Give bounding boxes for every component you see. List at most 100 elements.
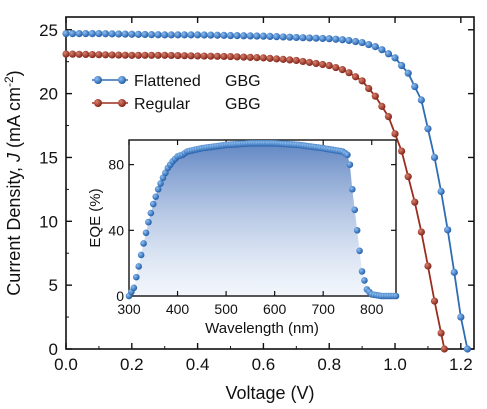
data-point-flattened [213, 31, 221, 39]
legend-item-flattened: Flattened GBG [92, 73, 261, 90]
x-tick-label: 0.0 [54, 355, 78, 374]
data-point-regular [440, 345, 448, 353]
y-tick-label: 10 [39, 212, 58, 231]
data-point-flattened [147, 31, 156, 39]
data-point-flattened [398, 61, 406, 70]
eqe-data-point [147, 209, 155, 217]
inset-x-tick-label: 800 [360, 301, 384, 317]
data-point-regular [226, 52, 235, 61]
data-point-flattened [233, 32, 241, 40]
data-point-regular [411, 198, 419, 206]
data-point-flattened [325, 35, 333, 43]
data-point-flattened [450, 268, 458, 276]
data-point-flattened [286, 33, 294, 41]
x-tick-label: 0.8 [317, 355, 341, 374]
data-point-regular [404, 173, 412, 181]
data-point-flattened [253, 32, 261, 40]
data-point-flattened [437, 187, 445, 196]
data-point-regular [259, 54, 268, 62]
inset-y-axis-label: EQE (%) [87, 188, 104, 247]
data-point-flattened [115, 30, 123, 38]
data-point-regular [319, 60, 327, 69]
inset-y-tick-label: 0 [116, 288, 124, 304]
eqe-data-point [140, 240, 147, 247]
data-point-regular [240, 53, 248, 61]
data-point-regular [338, 66, 346, 74]
legend-suffix-flattened: GBG [225, 73, 261, 90]
data-point-regular [286, 56, 294, 64]
data-point-flattened [154, 31, 162, 39]
inset-x-tick-label: 400 [166, 301, 190, 317]
eqe-data-point [358, 268, 366, 275]
eqe-data-point [159, 174, 167, 182]
data-point-flattened [417, 96, 425, 104]
data-point-regular [272, 55, 281, 63]
data-point-regular [384, 113, 393, 121]
data-point-flattened [371, 43, 379, 51]
data-point-regular [121, 51, 129, 59]
data-point-regular [292, 56, 300, 65]
data-point-regular [253, 54, 261, 62]
data-point-flattened [404, 69, 412, 77]
eqe-data-point [149, 200, 157, 208]
data-point-regular [167, 51, 175, 60]
data-point-flattened [82, 29, 90, 38]
data-point-flattened [68, 29, 77, 38]
data-point-flattened [358, 38, 366, 47]
data-point-regular [101, 51, 110, 59]
legend-label-flattened: Flattened [134, 73, 201, 90]
legend: Flattened GBG Regular GBG [92, 73, 261, 113]
x-tick-label: 0.4 [186, 355, 210, 374]
data-point-flattened [141, 30, 149, 39]
data-point-flattened [312, 34, 320, 42]
inset-x-tick-label: 300 [117, 301, 141, 317]
inset-ticks: 300 400 500 600 700 800 0 40 80 [108, 140, 396, 317]
data-point-flattened [279, 33, 287, 41]
x-tick-label: 1.0 [383, 355, 407, 374]
data-point-flattened [424, 125, 432, 133]
inset-y-tick-label: 40 [108, 222, 124, 238]
eqe-data-point [137, 251, 145, 259]
data-point-regular [358, 77, 366, 85]
eqe-data-point [392, 292, 400, 300]
data-point-flattened [121, 30, 129, 38]
data-point-regular [147, 51, 156, 59]
data-point-regular [332, 63, 340, 72]
main-series [62, 29, 472, 353]
x-axis-label: Voltage (V) [225, 383, 314, 403]
data-point-regular [220, 52, 228, 61]
inset-area [129, 143, 396, 296]
data-point-flattened [444, 226, 452, 234]
data-point-regular [371, 92, 379, 100]
data-point-flattened [430, 153, 439, 162]
y-tick-label: 0 [49, 340, 58, 359]
data-point-regular [134, 51, 142, 59]
main-plot-frame [65, 16, 475, 350]
data-point-flattened [305, 34, 314, 42]
legend-marker-flattened [94, 76, 102, 84]
data-point-regular [200, 52, 208, 60]
data-point-flattened [200, 31, 208, 39]
data-point-regular [365, 84, 373, 93]
data-point-regular [266, 54, 274, 62]
data-point-regular [417, 228, 425, 236]
main-ticks: 0.0 0.2 0.4 0.6 0.8 1.0 1.2 0 5 10 15 20 25 [39, 17, 474, 374]
eqe-data-point [142, 229, 150, 237]
series-flattened [62, 29, 472, 353]
data-point-flattened [345, 36, 353, 45]
data-point-regular [82, 50, 90, 59]
eqe-data-point [152, 193, 159, 200]
data-point-flattened [299, 34, 307, 42]
data-point-regular [378, 102, 386, 110]
legend-marker-regular [94, 99, 102, 107]
legend-marker-regular [118, 99, 126, 107]
data-point-flattened [272, 33, 281, 41]
data-point-flattened [161, 31, 169, 39]
data-point-flattened [332, 35, 340, 43]
data-point-flattened [75, 29, 83, 38]
data-point-regular [108, 51, 116, 59]
data-point-regular [213, 52, 221, 60]
data-point-flattened [108, 30, 116, 38]
data-point-flattened [167, 31, 175, 39]
